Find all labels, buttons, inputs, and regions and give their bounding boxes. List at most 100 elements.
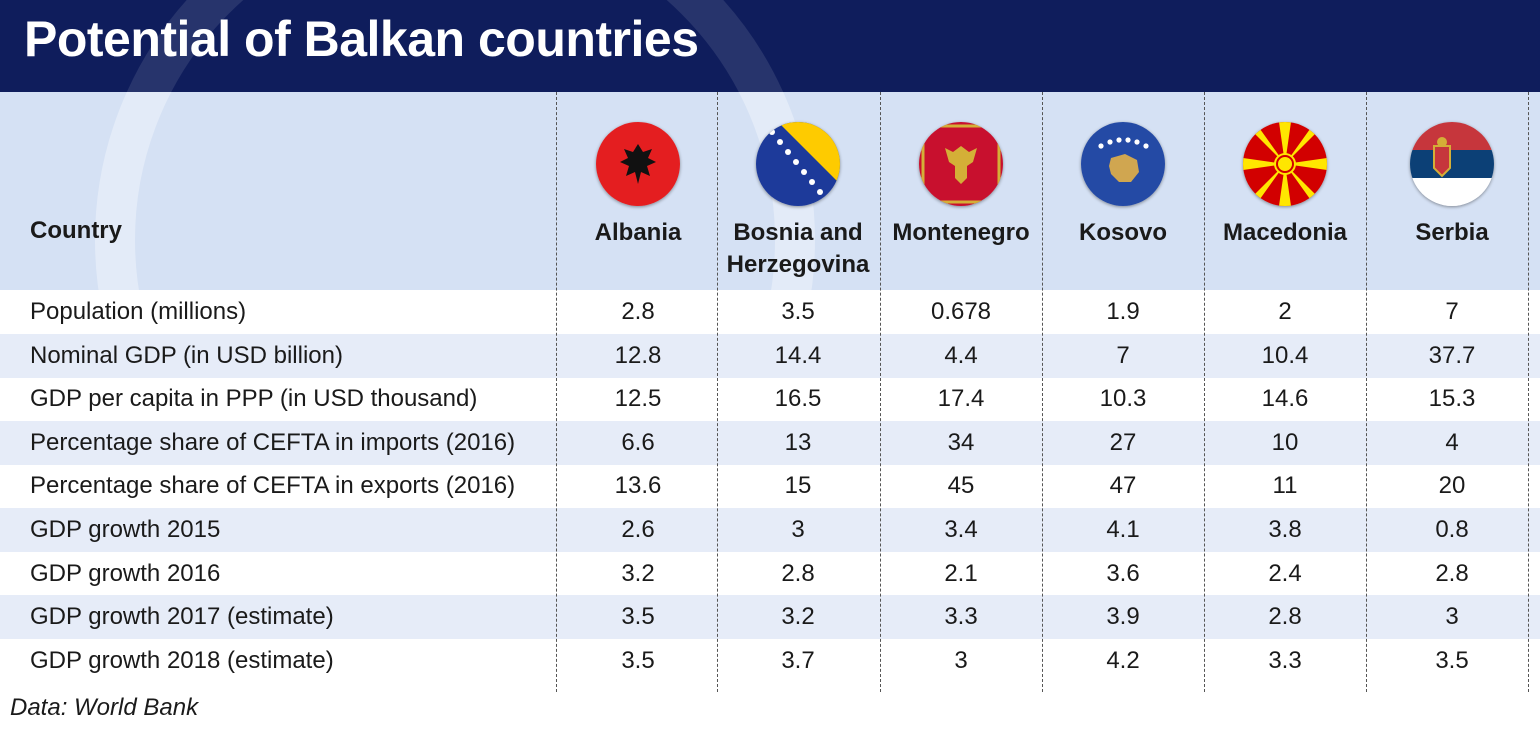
column-header: Serbia: [1371, 217, 1533, 249]
table-cell: 3.2: [781, 603, 815, 631]
column-divider: [1528, 92, 1529, 692]
column-divider: [1042, 92, 1043, 692]
table-cell: 3.2: [621, 559, 655, 587]
table-cell: 15: [784, 472, 812, 500]
column-divider: [556, 92, 557, 692]
table-cell: 14.4: [774, 341, 822, 369]
table-cell: 3.9: [1106, 603, 1140, 631]
bosnia-flag-icon: [756, 122, 840, 206]
column-header-line: Serbia: [1415, 219, 1489, 246]
column-divider: [717, 92, 718, 692]
table-cell: 4.4: [944, 341, 978, 369]
table-cell: 3.8: [1268, 516, 1302, 543]
table-cell: 13.6: [614, 472, 662, 500]
row-label: Percentage share of CEFTA in imports (20…: [30, 428, 516, 456]
table-row: Percentage share of CEFTA in imports (20…: [0, 420, 1540, 465]
column-divider: [880, 92, 881, 692]
data-table: Country Albania Bosnia and Herzegovina Mont…: [0, 92, 1540, 692]
table-row: Nominal GDP (in USD billion) 12.8 14.4 4.4 7…: [0, 333, 1540, 378]
column-header: Macedonia: [1204, 217, 1366, 249]
table-cell: 12.5: [614, 385, 662, 413]
column-header-line: Macedonia: [1222, 219, 1348, 246]
table-cell: 1.9: [1106, 298, 1140, 325]
table-cell: 12.8: [614, 341, 662, 369]
table-cell: 6.6: [621, 428, 655, 456]
table-cell: 14.6: [1261, 385, 1309, 413]
table-cell: 45: [947, 472, 975, 500]
table-cell: 13: [784, 428, 812, 456]
table-cell: 2.8: [1268, 603, 1302, 631]
table-cell: 3.5: [781, 298, 815, 325]
kosovo-flag-icon: [1081, 122, 1165, 206]
column-divider: [1204, 92, 1205, 692]
column-header: Kosovo: [1042, 217, 1204, 249]
table-cell: 3.3: [944, 603, 978, 631]
row-label: GDP growth 2015: [30, 516, 221, 543]
macedonia-flag-icon: [1243, 122, 1327, 206]
table-row: GDP growth 2015 2.6 3 3.4 4.1 3.8 0.8: [0, 508, 1540, 552]
table-cell: 15.3: [1428, 385, 1476, 413]
table-cell: 2.8: [621, 298, 655, 325]
column-header-line: Herzegovina: [726, 251, 870, 278]
column-header: Albania: [557, 217, 719, 249]
table-cell: 11: [1272, 472, 1298, 500]
table-cell: 2.1: [944, 559, 978, 587]
table-row: GDP growth 2016 3.2 2.8 2.1 3.6 2.4 2.8: [0, 552, 1540, 596]
table-cell: 10.4: [1261, 341, 1309, 369]
table-cell: 3.7: [781, 646, 815, 674]
albania-flag-icon: [596, 122, 680, 206]
row-label: Percentage share of CEFTA in exports (20…: [30, 472, 516, 500]
column-header-line: Montenegro: [892, 219, 1030, 246]
row-header-label: Country: [30, 217, 122, 244]
table-cell: 0.8: [1435, 516, 1469, 543]
table-cell: 3.5: [1435, 646, 1469, 674]
row-label: Population (millions): [30, 298, 247, 325]
table-cell: 2.4: [1268, 559, 1302, 587]
table-cell: 10.3: [1099, 385, 1147, 413]
table-row: Percentage share of CEFTA in exports (20…: [0, 464, 1540, 508]
column-header-line: Albania: [594, 219, 682, 246]
table-cell: 3.6: [1106, 559, 1140, 587]
table-cell: 7: [1116, 341, 1130, 369]
table-cell: 2: [1278, 298, 1292, 325]
table-cell: 3: [791, 516, 805, 543]
table-cell: 17.4: [937, 385, 985, 413]
table-cell: 3.5: [621, 603, 655, 631]
table-cell: 2.8: [1435, 559, 1469, 587]
page-title: Potential of Balkan countries: [24, 11, 699, 67]
table-cell: 10: [1271, 428, 1299, 456]
table-cell: 2.8: [781, 559, 815, 587]
table-cell: 37.7: [1428, 341, 1476, 369]
table-cell: 4: [1445, 428, 1459, 456]
table-row: Population (millions) 2.8 3.5 0.678 1.9 2 7: [0, 290, 1540, 334]
table-cell: 4.2: [1106, 646, 1140, 674]
row-label: GDP growth 2017 (estimate): [30, 603, 334, 631]
table-cell: 2.6: [621, 516, 655, 543]
table-row: GDP growth 2017 (estimate) 3.5 3.2 3.3 3.9 2.…: [0, 595, 1540, 640]
table-cell: 20: [1438, 472, 1466, 500]
row-label: Nominal GDP (in USD billion): [30, 341, 343, 369]
column-divider: [1366, 92, 1367, 692]
table-cell: 3: [954, 646, 968, 674]
table-cell: 4.1: [1106, 516, 1140, 543]
table-cell: 7: [1445, 298, 1459, 325]
row-label: GDP growth 2018 (estimate): [30, 646, 334, 674]
table-cell: 3: [1445, 603, 1459, 631]
column-header: Montenegro: [880, 217, 1042, 249]
column-header-line: Kosovo: [1078, 219, 1167, 246]
table-row: GDP per capita in PPP (in USD thousand) 1…: [0, 377, 1540, 421]
header-bar: Potential of Balkan countries: [0, 0, 1540, 92]
table-cell: 0.678: [930, 298, 992, 325]
montenegro-flag-icon: [919, 122, 1003, 206]
table-cell: 3.4: [944, 516, 978, 543]
source-note: Data: World Bank: [10, 694, 199, 721]
table-cell: 47: [1109, 472, 1137, 500]
column-header-line: Bosnia and: [733, 219, 863, 246]
table-cell: 3.3: [1268, 646, 1302, 674]
column-header: Bosnia and Herzegovina: [717, 217, 879, 281]
table-cell: 27: [1109, 428, 1137, 456]
row-label: GDP per capita in PPP (in USD thousand): [30, 385, 478, 413]
table-row: GDP growth 2018 (estimate) 3.5 3.7 3 4.2 3.3 3…: [0, 639, 1540, 683]
table-cell: 34: [947, 428, 975, 456]
table-cell: 3.5: [621, 646, 655, 674]
